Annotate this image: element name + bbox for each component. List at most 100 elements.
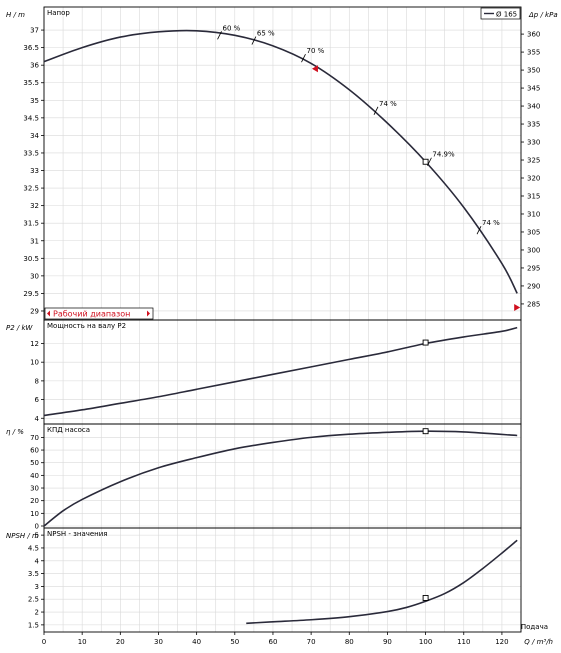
right-axis-label: Δp / kPa (528, 11, 558, 19)
x-tick-label: 60 (268, 638, 277, 646)
right-tick-label: 360 (527, 31, 540, 39)
efficiency-label: 74.9% (432, 151, 455, 159)
right-tick-label: 310 (527, 210, 540, 218)
efficiency-label: 74 % (482, 219, 500, 227)
right-tick-label: 335 (527, 121, 540, 129)
right-tick-label: 295 (527, 264, 540, 272)
duty-point-marker (422, 594, 429, 601)
right-tick-label: 285 (527, 300, 540, 308)
efficiency-label: 70 % (306, 47, 324, 55)
y-tick-label: 40 (30, 472, 39, 480)
x-tick-label: 100 (419, 638, 432, 646)
panel-frame (43, 423, 522, 529)
y-tick-label: 30 (30, 485, 39, 493)
x-tick-label: 120 (495, 638, 508, 646)
efficiency-tick (251, 36, 257, 45)
x-tick-label: 90 (383, 638, 392, 646)
y-tick-label: 10 (30, 510, 39, 518)
range-end-marker (514, 303, 521, 311)
duty-point-marker (422, 428, 429, 435)
x-axis-label: Q / m³/h (524, 638, 553, 646)
y-tick-label: 60 (30, 447, 39, 455)
y-tick-label: 32 (30, 202, 39, 210)
panel-frame (43, 6, 522, 321)
y-tick-label: 34.5 (23, 114, 39, 122)
y-tick-label: 4 (35, 557, 40, 565)
y-tick-label: 50 (30, 459, 39, 467)
right-tick-label: 330 (527, 139, 540, 147)
range-right-arrow (147, 310, 150, 317)
y-tick-label: 34 (30, 132, 39, 140)
y-tick-label: 32.5 (23, 185, 39, 193)
series-line (43, 430, 518, 527)
right-tick-label: 315 (527, 192, 540, 200)
x-tick-label: 0 (42, 638, 46, 646)
series-line (246, 539, 518, 625)
efficiency-tick (217, 31, 222, 40)
right-tick-label: 355 (527, 49, 540, 57)
right-tick-label: 340 (527, 103, 540, 111)
legend-box (480, 7, 521, 20)
y-tick-label: 36.5 (23, 44, 39, 52)
y-tick-label: 31.5 (23, 220, 39, 228)
right-tick-label: 345 (527, 85, 540, 93)
x-tick-label: 110 (457, 638, 470, 646)
y-tick-label: 4 (35, 415, 40, 423)
y-tick-label: 33 (30, 167, 39, 175)
efficiency-tick (301, 53, 306, 63)
efficiency-label: 74 % (379, 100, 397, 108)
series-line (43, 29, 518, 294)
range-box (44, 307, 154, 320)
y-tick-label: 5 (35, 532, 39, 540)
y-tick-label: 2 (35, 609, 39, 617)
panel-title: Мощность на валу P2 (47, 322, 126, 330)
right-tick-label: 305 (527, 228, 540, 236)
y-tick-label: 20 (30, 497, 39, 505)
x-tick-label: 10 (78, 638, 87, 646)
y-tick-label: 0 (35, 523, 39, 531)
x-tick-label: 50 (230, 638, 239, 646)
right-tick-label: 350 (527, 67, 540, 75)
y-tick-label: 30.5 (23, 255, 39, 263)
y-tick-label: 3 (35, 583, 39, 591)
range-label: Рабочий диапазон (53, 310, 130, 319)
right-tick-label: 300 (527, 246, 540, 254)
right-tick-label: 290 (527, 282, 540, 290)
y-axis-label: η / % (6, 428, 24, 436)
legend-label: Ø 165 (496, 11, 517, 19)
x-tick-label: 20 (116, 638, 125, 646)
y-tick-label: 33.5 (23, 149, 39, 157)
y-tick-label: 29 (30, 307, 39, 315)
efficiency-tick (373, 106, 379, 116)
y-tick-label: 35.5 (23, 79, 39, 87)
y-axis-label: NPSH / m (6, 532, 39, 540)
duty-point-marker (422, 339, 429, 346)
x-tick-label: 80 (345, 638, 354, 646)
y-tick-label: 6 (35, 396, 40, 404)
y-tick-label: 31 (30, 237, 39, 245)
efficiency-label: 60 % (223, 24, 241, 32)
y-tick-label: 36 (30, 62, 39, 70)
duty-point-marker (422, 158, 429, 165)
y-tick-label: 8 (35, 377, 39, 385)
y-tick-label: 70 (30, 434, 39, 442)
operating-range-label-box: Рабочий диапазон (44, 307, 154, 320)
efficiency-tick (427, 157, 432, 166)
x-tick-label: 40 (192, 638, 201, 646)
efficiency-tick (476, 226, 482, 235)
series-line (43, 326, 518, 417)
legend: Ø 165 (480, 7, 521, 20)
y-axis-label: H / m (6, 11, 25, 19)
y-tick-label: 4.5 (28, 544, 39, 552)
panel-frame (43, 527, 522, 633)
y-tick-label: 3.5 (28, 570, 39, 578)
right-tick-label: 320 (527, 175, 540, 183)
y-tick-label: 30 (30, 272, 39, 280)
panel-title: NPSH - значения (47, 530, 108, 538)
x-tick-label: 30 (154, 638, 163, 646)
x-axis-extra-label: Подача (521, 623, 548, 631)
y-tick-label: 2.5 (28, 596, 39, 604)
range-start-marker (311, 65, 318, 73)
range-left-arrow (47, 310, 50, 317)
